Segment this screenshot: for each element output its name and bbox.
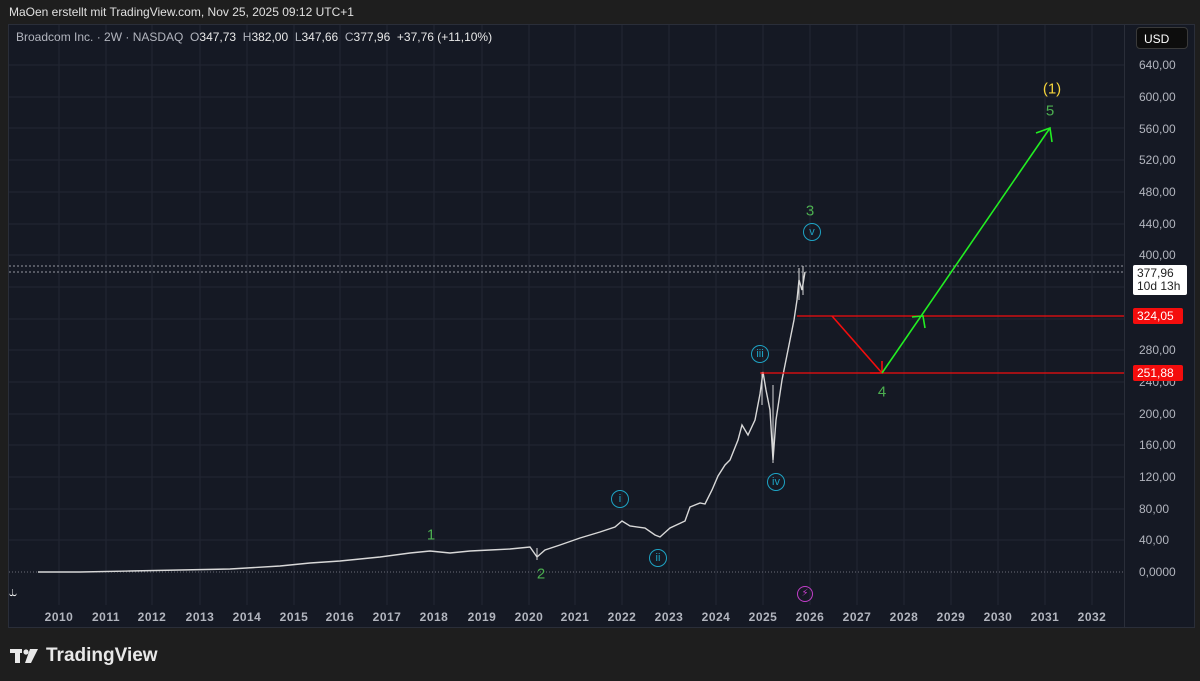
price-wicks (536, 266, 804, 560)
bar-countdown: 10d 13h (1137, 279, 1181, 293)
time-tick: 2021 (560, 610, 590, 624)
time-tick: 2013 (185, 610, 215, 624)
time-tick: 2024 (701, 610, 731, 624)
time-tick: 2027 (842, 610, 872, 624)
chart-caption: MaOen erstellt mit TradingView.com, Nov … (9, 5, 354, 19)
time-tick: 2019 (467, 610, 497, 624)
price-tick: 120,00 (1139, 470, 1176, 484)
price-tick: 40,00 (1139, 533, 1170, 547)
tradingview-logo: TradingView (10, 645, 158, 667)
price-axis-separator (1124, 24, 1125, 628)
time-tick: 2029 (936, 610, 966, 624)
time-tick: 2014 (232, 610, 262, 624)
price-tick: 440,00 (1139, 217, 1176, 231)
open-value: 347,73 (199, 30, 237, 44)
time-tick: 2022 (607, 610, 637, 624)
time-tick: 2030 (983, 610, 1013, 624)
level-tag-251: 251,88 (1133, 365, 1183, 381)
wave-label-1[interactable]: 1 (426, 526, 436, 544)
subwave-iii[interactable]: iii (751, 345, 769, 363)
subwave-ii[interactable]: ii (649, 549, 667, 567)
wave-label-2[interactable]: 2 (536, 565, 546, 583)
price-tick: 640,00 (1139, 58, 1176, 72)
time-tick: 2025 (748, 610, 778, 624)
low-value: 347,66 (301, 30, 339, 44)
change-value: +37,76 (+11,10%) (396, 30, 493, 44)
high-value: 382,00 (251, 30, 289, 44)
price-tick: 0,0000 (1139, 565, 1176, 579)
down-arrow (831, 315, 883, 374)
time-tick: 2026 (795, 610, 825, 624)
price-series (38, 271, 806, 573)
time-tick: 2032 (1077, 610, 1107, 624)
time-tick: 2018 (419, 610, 449, 624)
drawing-tool-icon[interactable]: ⥿ (9, 583, 17, 599)
time-tick: 2020 (514, 610, 544, 624)
level-tag-324: 324,05 (1133, 308, 1183, 324)
time-tick: 2011 (91, 610, 121, 624)
price-tick: 480,00 (1139, 185, 1176, 199)
wave-label-4[interactable]: 4 (877, 383, 887, 401)
price-tick: 520,00 (1139, 153, 1176, 167)
wave-degree-label[interactable]: (1) (1042, 80, 1062, 98)
price-tick: 200,00 (1139, 407, 1176, 421)
currency-button[interactable]: USD (1136, 27, 1188, 49)
time-tick: 2015 (279, 610, 309, 624)
time-tick: 2028 (889, 610, 919, 624)
lightning-icon[interactable]: ⚡ (797, 586, 813, 602)
tradingview-icon (10, 649, 38, 663)
brand-name: TradingView (46, 645, 158, 666)
mid-arrow-head (911, 315, 926, 329)
subwave-i[interactable]: i (611, 490, 629, 508)
wave-label-5[interactable]: 5 (1045, 102, 1055, 120)
up-arrow (881, 127, 1051, 374)
time-tick: 2023 (654, 610, 684, 624)
subwave-iv[interactable]: iv (767, 473, 785, 491)
price-tick: 560,00 (1139, 122, 1176, 136)
symbol-name: Broadcom Inc. · 2W · NASDAQ (16, 30, 184, 44)
current-price-tag: 377,96 10d 13h (1133, 265, 1187, 295)
symbol-legend[interactable]: Broadcom Inc. · 2W · NASDAQ O347,73 H382… (16, 30, 493, 44)
time-tick: 2031 (1030, 610, 1060, 624)
time-tick: 2017 (372, 610, 402, 624)
price-tick: 400,00 (1139, 248, 1176, 262)
time-tick: 2010 (44, 610, 74, 624)
price-tick: 280,00 (1139, 343, 1176, 357)
time-tick: 2012 (137, 610, 167, 624)
grid-lines (9, 25, 1124, 605)
close-value: 377,96 (353, 30, 391, 44)
time-tick: 2016 (325, 610, 355, 624)
chart-area[interactable] (8, 24, 1195, 628)
price-tick: 160,00 (1139, 438, 1176, 452)
price-tick: 80,00 (1139, 502, 1170, 516)
up-arrow-head (1035, 126, 1053, 143)
wave-label-3[interactable]: 3 (805, 202, 815, 220)
subwave-v[interactable]: v (803, 223, 821, 241)
price-tick: 600,00 (1139, 90, 1176, 104)
